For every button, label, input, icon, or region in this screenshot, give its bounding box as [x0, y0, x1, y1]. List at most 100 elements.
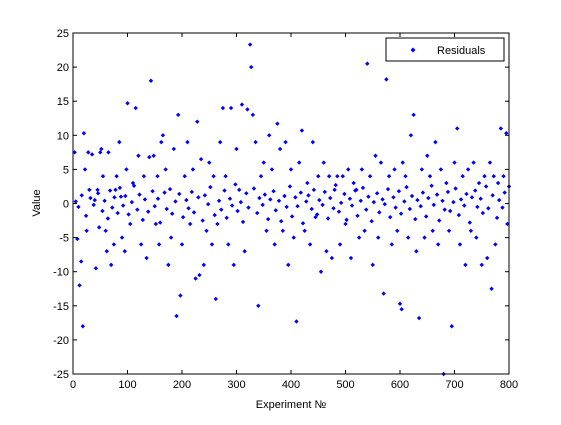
data-point — [190, 167, 196, 172]
data-point — [87, 187, 92, 193]
data-point — [400, 160, 405, 165]
data-point — [374, 191, 380, 196]
y-tick-label: 0 — [63, 199, 69, 211]
data-point — [304, 199, 309, 204]
data-point — [504, 131, 509, 136]
data-point — [211, 174, 216, 179]
data-point — [365, 61, 370, 66]
data-point — [105, 216, 111, 221]
data-point — [118, 194, 124, 199]
data-point — [117, 185, 123, 191]
data-point — [182, 174, 187, 179]
data-point — [213, 296, 218, 302]
x-tick-label: 700 — [445, 379, 463, 391]
data-point — [404, 184, 409, 190]
data-point — [261, 160, 266, 165]
data-point — [286, 262, 291, 268]
data-point — [364, 207, 369, 212]
data-point — [253, 139, 258, 145]
data-point — [491, 174, 496, 179]
data-point — [167, 186, 173, 192]
data-point — [174, 313, 179, 319]
data-point — [150, 189, 155, 194]
data-point — [391, 195, 396, 200]
data-point — [264, 228, 269, 233]
data-point — [397, 301, 403, 306]
data-point — [180, 214, 186, 220]
data-point — [108, 262, 114, 268]
data-point — [333, 182, 338, 188]
data-point — [321, 160, 326, 165]
data-point — [124, 167, 129, 172]
data-point — [168, 235, 174, 240]
data-point — [398, 211, 404, 216]
data-point — [335, 174, 340, 179]
data-point — [233, 182, 238, 187]
data-point — [280, 228, 286, 233]
data-point — [455, 126, 460, 131]
data-point — [217, 139, 223, 145]
data-point — [360, 185, 366, 191]
data-point — [480, 210, 486, 216]
data-point — [402, 199, 407, 204]
data-point — [100, 174, 106, 179]
data-point — [344, 217, 349, 223]
data-point — [420, 190, 426, 195]
data-point — [81, 131, 87, 136]
data-point — [482, 174, 487, 179]
data-point — [366, 194, 371, 199]
data-point — [138, 242, 144, 247]
data-point — [73, 199, 78, 204]
data-point — [283, 139, 288, 145]
data-point — [115, 210, 120, 216]
data-point — [353, 188, 358, 193]
y-tick-label: -5 — [59, 233, 69, 245]
data-point — [324, 249, 329, 254]
data-point — [177, 191, 182, 197]
data-point — [377, 210, 382, 215]
data-point — [162, 190, 167, 195]
data-point — [434, 192, 440, 197]
data-point — [128, 221, 133, 227]
data-point — [367, 174, 373, 179]
data-point — [431, 202, 436, 208]
data-point — [125, 101, 130, 106]
data-point — [198, 156, 204, 162]
data-point — [294, 319, 299, 324]
data-point — [251, 186, 257, 191]
data-point — [329, 255, 335, 261]
data-point — [438, 167, 444, 172]
data-point — [246, 205, 251, 210]
data-point — [440, 198, 445, 203]
data-point — [255, 210, 260, 216]
data-point — [415, 197, 420, 203]
data-point — [187, 221, 193, 227]
data-point — [501, 174, 506, 179]
y-axis-label: Value — [31, 189, 43, 216]
data-point — [469, 195, 475, 200]
data-point — [291, 235, 296, 240]
data-point — [435, 242, 441, 247]
data-point — [500, 205, 505, 210]
x-tick-label: 300 — [227, 379, 245, 391]
data-point — [362, 228, 367, 233]
data-point — [318, 269, 324, 274]
data-point — [307, 242, 313, 247]
data-point — [485, 255, 490, 261]
data-point — [457, 242, 463, 247]
data-point — [403, 174, 408, 179]
data-point — [88, 195, 93, 201]
data-point — [316, 174, 321, 179]
data-point — [136, 153, 141, 158]
data-point — [369, 219, 374, 224]
data-point — [153, 221, 159, 227]
data-point — [269, 167, 275, 172]
data-point — [179, 242, 185, 247]
data-point — [141, 174, 147, 179]
data-point — [399, 307, 404, 312]
y-tick-label: 20 — [57, 62, 69, 74]
data-point — [378, 160, 384, 165]
data-point — [336, 209, 342, 214]
data-point — [451, 199, 456, 205]
